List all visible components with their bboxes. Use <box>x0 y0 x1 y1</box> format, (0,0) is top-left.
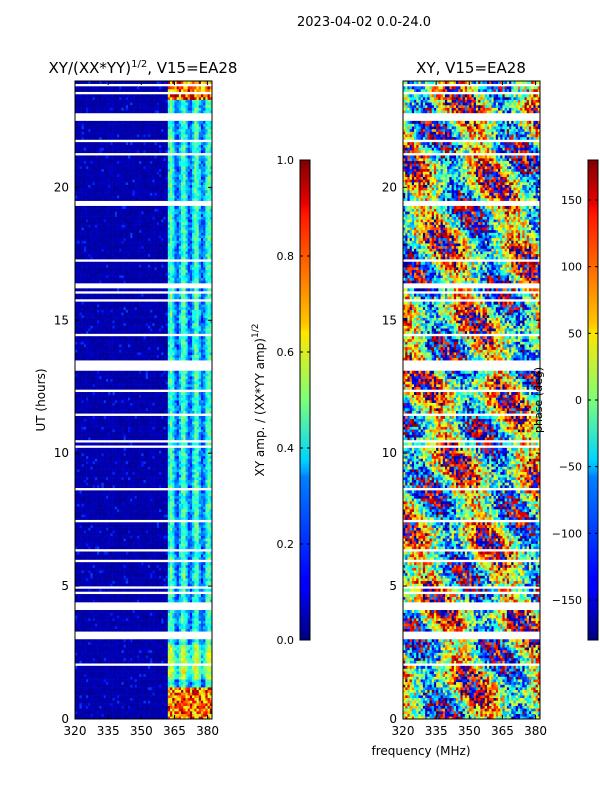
right-x-tick-label: 350 <box>458 724 481 738</box>
right-y-tick-label: 10 <box>382 446 397 460</box>
left-y-tick-label: 20 <box>54 180 69 194</box>
right-axis-ticks: 320 335 350 365 380 0 5 10 15 20 <box>382 81 547 738</box>
phase-colorbar-label: phase (deg) <box>532 367 545 433</box>
left-axes-frame <box>74 80 213 720</box>
phase-colorbar-gradient <box>588 160 598 640</box>
right-panel-title: XY, V15=EA28 <box>416 59 526 77</box>
phase-colorbar-tick-label: −50 <box>559 461 582 474</box>
left-x-tick-label: 350 <box>130 724 153 738</box>
amplitude-colorbar-tick-label: 1.0 <box>277 154 295 167</box>
left-x-tick-label: 320 <box>64 724 87 738</box>
phase-panel: XY, V15=EA28 320 335 350 365 380 0 5 10 15 20 <box>382 59 547 738</box>
left-panel-title: XY/(XX*YY)1/2, V15=EA28 <box>49 59 238 77</box>
amplitude-colorbar-tick-label: 0.6 <box>277 346 295 359</box>
figure-suptitle: 2023-04-02 0.0-24.0 <box>297 15 431 30</box>
amplitude-colorbar-tick-label: 0.0 <box>277 634 295 647</box>
right-y-tick-label: 15 <box>382 313 397 327</box>
amplitude-colorbar-tick-label: 0.4 <box>277 442 295 455</box>
left-axis-ticks: 320 335 350 365 380 0 5 10 15 20 <box>54 81 219 738</box>
left-y-axis-label: UT (hours) <box>34 368 48 431</box>
right-x-tick-label: 365 <box>491 724 514 738</box>
phase-colorbar-tick-label: 150 <box>561 194 582 207</box>
amplitude-colorbar-ticks: 0.0 0.2 0.4 0.6 0.8 1.0 <box>277 154 310 647</box>
phase-colorbar-tick-label: 100 <box>561 261 582 274</box>
amplitude-colorbar: 0.0 0.2 0.4 0.6 0.8 1.0 XY amp. / (XX*YY amp)… <box>251 154 311 647</box>
right-y-tick-label: 5 <box>389 579 397 593</box>
amplitude-colorbar-frame <box>299 159 311 641</box>
right-x-tick-label: 380 <box>524 724 547 738</box>
amplitude-colorbar-tick-label: 0.8 <box>277 250 295 263</box>
amplitude-colorbar-tick-label: 0.2 <box>277 538 295 551</box>
phase-colorbar-tick-label: −150 <box>552 594 582 607</box>
left-x-tick-label: 365 <box>163 724 186 738</box>
right-y-tick-label: 20 <box>382 180 397 194</box>
phase-colorbar-ticks: −150 −100 −50 0 50 100 150 <box>552 194 598 607</box>
right-x-tick-label: 335 <box>425 724 448 738</box>
right-axes-frame <box>402 80 541 720</box>
phase-colorbar-tick-label: −100 <box>552 527 582 540</box>
left-y-tick-label: 15 <box>54 313 69 327</box>
phase-colorbar-tick-label: 0 <box>575 394 582 407</box>
left-y-tick-label: 5 <box>61 579 69 593</box>
left-y-tick-label: 10 <box>54 446 69 460</box>
phase-heatmap <box>403 81 540 719</box>
amplitude-ratio-panel: XY/(XX*YY)1/2, V15=EA28 320 335 350 365 380 0… <box>34 59 237 738</box>
amplitude-colorbar-label: XY amp. / (XX*YY amp)1/2 <box>251 324 267 477</box>
amplitude-colorbar-gradient <box>300 160 310 640</box>
left-x-tick-label: 380 <box>196 724 219 738</box>
left-x-tick-label: 335 <box>97 724 120 738</box>
left-y-tick-label: 0 <box>61 712 69 726</box>
phase-colorbar: −150 −100 −50 0 50 100 150 phase (deg) <box>532 159 599 641</box>
amplitude-ratio-heatmap <box>75 81 212 719</box>
right-y-tick-label: 0 <box>389 712 397 726</box>
shared-x-axis-label: frequency (MHz) <box>371 744 470 758</box>
phase-colorbar-tick-label: 50 <box>568 327 582 340</box>
right-x-tick-label: 320 <box>392 724 415 738</box>
